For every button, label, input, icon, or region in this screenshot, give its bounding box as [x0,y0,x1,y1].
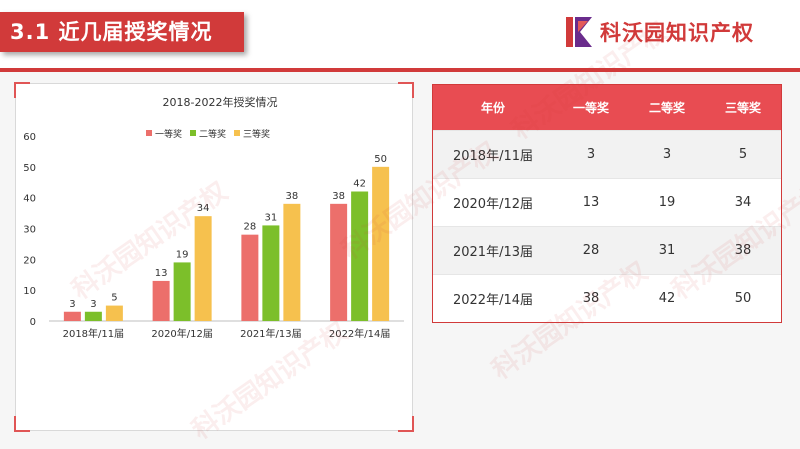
y-tick-label: 0 [30,317,36,328]
brand: 科沃园知识产权 [566,16,754,48]
cell-first-prize: 13 [553,178,629,227]
cell-year: 2018年/11届 [433,130,553,179]
cell-second-prize: 19 [629,178,705,227]
cell-third-prize: 34 [705,178,781,227]
legend-label: 三等奖 [243,128,270,140]
header-divider [0,68,800,72]
header-first-prize: 一等奖 [553,85,629,131]
legend-swatch [190,130,196,136]
table-row: 2022年/14届 38 42 50 [433,274,781,322]
bar [241,234,259,321]
data-label: 3 [90,299,96,310]
chart-title: 2018-2022年授奖情况 [163,95,278,109]
data-label: 19 [176,249,189,260]
x-tick-label: 2020年/12届 [151,327,213,340]
bar [105,305,123,321]
cell-first-prize: 3 [553,130,629,179]
award-table: 年份 一等奖 二等奖 三等奖 2018年/11届 3 3 5 2020年/12届… [432,84,782,323]
y-tick-label: 10 [23,286,36,297]
brand-logo-icon [566,17,594,47]
y-tick-label: 30 [23,225,36,236]
header-year: 年份 [433,85,553,131]
cell-year: 2021年/13届 [433,226,553,275]
data-label: 3 [69,299,75,310]
bar [372,166,390,321]
data-label: 31 [265,212,278,223]
y-tick-label: 60 [23,132,36,143]
data-label: 38 [286,191,299,202]
bar [63,311,81,321]
table-row: 2021年/13届 28 31 38 [433,226,781,275]
y-tick-label: 20 [23,255,36,266]
table-row: 2020年/12届 13 19 34 [433,178,781,227]
cell-second-prize: 42 [629,274,705,322]
cell-second-prize: 3 [629,130,705,179]
x-tick-label: 2021年/13届 [240,327,302,340]
bar [152,280,170,321]
y-tick-label: 40 [23,194,36,205]
legend-label: 二等奖 [199,128,226,140]
bar [351,191,369,321]
cell-year: 2020年/12届 [433,178,553,227]
header-second-prize: 二等奖 [629,85,705,131]
y-tick-label: 50 [23,163,36,174]
bar [283,203,301,321]
header-third-prize: 三等奖 [705,85,781,131]
corner-decoration [14,416,30,432]
cell-first-prize: 38 [553,274,629,322]
cell-third-prize: 5 [705,130,781,179]
cell-first-prize: 28 [553,226,629,275]
x-tick-label: 2022年/14届 [329,327,391,340]
data-label: 50 [374,154,387,165]
data-label: 13 [155,268,168,279]
corner-decoration [398,82,414,98]
data-label: 28 [244,222,257,233]
cell-second-prize: 31 [629,226,705,275]
cell-third-prize: 38 [705,226,781,275]
table-header-row: 年份 一等奖 二等奖 三等奖 [433,85,781,131]
bar [194,216,212,321]
brand-name: 科沃园知识产权 [600,21,754,45]
bar [330,203,348,321]
bar [173,262,191,321]
cell-year: 2022年/14届 [433,274,553,322]
legend-swatch [146,130,152,136]
corner-decoration [398,416,414,432]
cell-third-prize: 50 [705,274,781,322]
legend-label: 一等奖 [155,128,182,140]
data-label: 38 [332,191,345,202]
data-label: 5 [111,293,117,304]
legend-swatch [234,130,240,136]
data-label: 42 [353,179,366,190]
corner-decoration [14,82,30,98]
bar [84,311,102,321]
chart-card: 2018-2022年授奖情况一等奖 二等奖 三等奖 0 10 20 30 40 50 60 3 3 5 2… [14,82,414,432]
table-row: 2018年/11届 3 3 5 [433,130,781,179]
x-tick-label: 2018年/11届 [63,327,125,340]
page-title: 3.1 近几届授奖情况 [0,12,244,52]
data-label: 34 [197,203,210,214]
bar [262,225,280,321]
